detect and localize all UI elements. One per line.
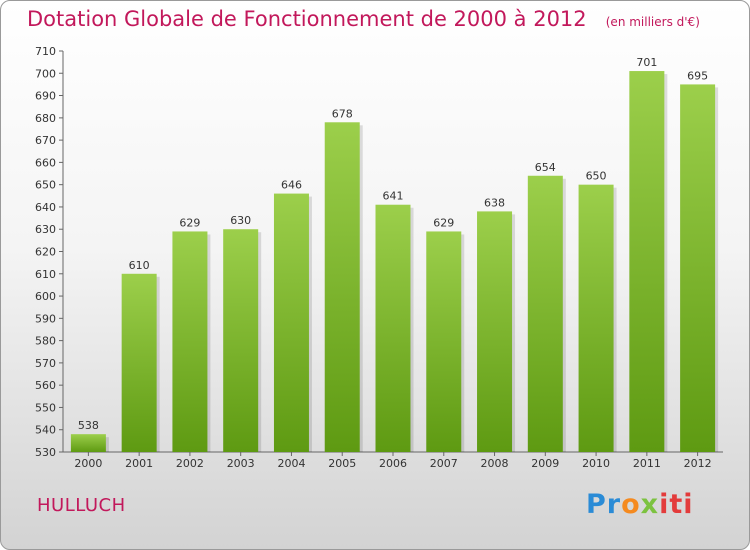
logo-part-1: Pr: [586, 489, 622, 520]
logo-part-2: o: [621, 489, 641, 520]
bar: [172, 231, 208, 452]
x-tick-label: 2009: [531, 457, 559, 470]
x-tick-label: 2012: [684, 457, 712, 470]
x-tick-label: 2006: [379, 457, 407, 470]
bar-value-label: 695: [687, 69, 708, 82]
bar-value-label: 538: [78, 419, 99, 432]
y-tick-label: 690: [35, 90, 56, 103]
y-tick-label: 660: [35, 156, 56, 169]
y-tick-label: 620: [35, 246, 56, 259]
y-tick-label: 630: [35, 223, 56, 236]
bars: [70, 71, 719, 453]
x-tick-label: 2004: [277, 457, 305, 470]
bar: [223, 229, 259, 452]
bar: [680, 84, 716, 453]
y-tick-label: 680: [35, 112, 56, 125]
labels: 2000 538 2001 610 2002 629 2003 630 2004 646 2005 6…: [74, 56, 711, 470]
bar: [121, 273, 157, 452]
bar: [324, 122, 360, 453]
y-tick-label: 700: [35, 67, 56, 80]
y-tick-label: 570: [35, 357, 56, 370]
bar-value-label: 646: [281, 179, 302, 192]
bar: [629, 71, 665, 453]
bar-value-label: 678: [332, 107, 353, 120]
bar: [426, 231, 462, 452]
y-tick-label: 610: [35, 268, 56, 281]
y-tick-label: 530: [35, 446, 56, 459]
y-tick-label: 590: [35, 312, 56, 325]
axes: 530 540 550 560 570 580 590 600 610 620 630 640 650 6…: [35, 45, 723, 459]
y-tick-label: 640: [35, 201, 56, 214]
bar: [527, 175, 563, 452]
x-tick-label: 2000: [74, 457, 102, 470]
x-tick-label: 2005: [328, 457, 356, 470]
bar-value-label: 629: [179, 216, 200, 229]
bar-value-label: 650: [586, 170, 607, 183]
bar-value-label: 630: [230, 214, 251, 227]
logo-part-3: x: [640, 489, 660, 520]
x-tick-label: 2011: [633, 457, 661, 470]
bar-value-label: 641: [383, 190, 404, 203]
bar-value-label: 610: [129, 259, 150, 272]
bar-value-label: 701: [636, 56, 657, 69]
bar: [477, 211, 513, 452]
bar: [70, 434, 106, 452]
y-tick-label: 540: [35, 424, 56, 437]
bar: [273, 193, 309, 453]
bar: [578, 184, 614, 452]
chart-unit: (en milliers d'€): [605, 15, 700, 29]
y-tick-label: 550: [35, 401, 56, 414]
chart-title: Dotation Globale de Fonctionnement de 20…: [27, 7, 587, 31]
bar: [375, 204, 411, 452]
y-tick-label: 580: [35, 335, 56, 348]
x-tick-label: 2010: [582, 457, 610, 470]
x-tick-label: 2003: [227, 457, 255, 470]
commune-name: HULLUCH: [37, 495, 126, 516]
x-tick-label: 2008: [481, 457, 509, 470]
bar-value-label: 654: [535, 161, 556, 174]
y-tick-label: 650: [35, 179, 56, 192]
title-row: Dotation Globale de Fonctionnement de 20…: [27, 7, 700, 31]
y-tick-label: 560: [35, 379, 56, 392]
x-tick-label: 2001: [125, 457, 153, 470]
x-tick-label: 2007: [430, 457, 458, 470]
proxiti-logo: Proxiti: [586, 489, 694, 520]
y-tick-label: 710: [35, 45, 56, 58]
bar-value-label: 638: [484, 196, 505, 209]
x-tick-label: 2002: [176, 457, 204, 470]
y-tick-label: 600: [35, 290, 56, 303]
y-tick-label: 670: [35, 134, 56, 147]
bar-value-label: 629: [433, 216, 454, 229]
logo-part-4: iti: [659, 489, 694, 520]
